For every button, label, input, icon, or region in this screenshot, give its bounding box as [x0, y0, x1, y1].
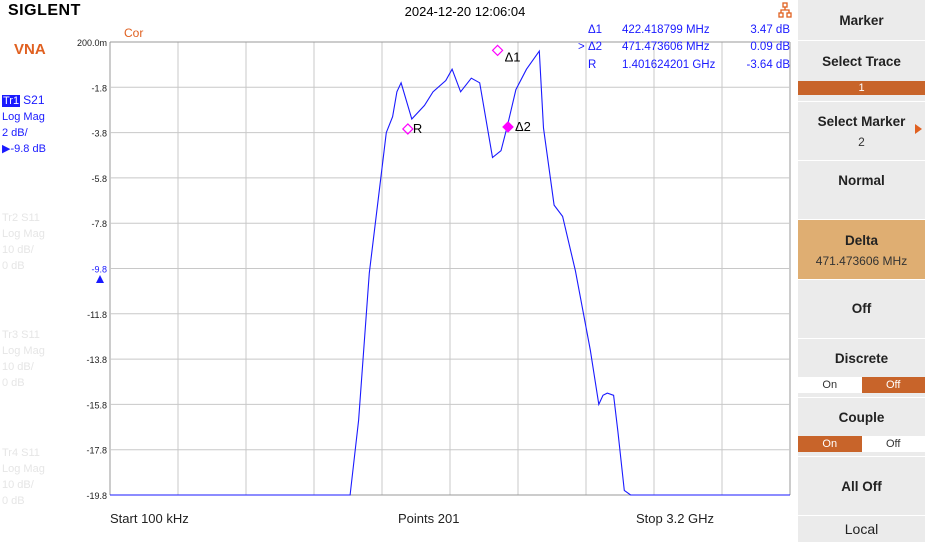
marker-row-d2-value: 0.09 dB — [750, 41, 790, 53]
plot-markers: R Δ1 Δ2 — [401, 44, 531, 136]
off-label: Off — [851, 301, 872, 316]
delta-label: Delta — [844, 233, 878, 248]
couple-label: Couple — [838, 410, 885, 425]
trace-3-ref: 0 dB — [2, 377, 25, 389]
y-tick-label: -13.8 — [86, 355, 107, 365]
off-button[interactable]: Off — [798, 280, 925, 339]
select-marker-button[interactable]: Select Marker 2 — [798, 102, 925, 161]
marker-row-r[interactable]: R 1.401624201 GHz -3.64 dB — [560, 59, 796, 75]
plot-grid — [109, 41, 791, 496]
y-tick-label: -15.8 — [86, 400, 107, 410]
local-button[interactable]: Local — [798, 516, 925, 542]
trace-1-line — [110, 49, 790, 496]
trace-1-format: Log Mag — [2, 111, 45, 123]
marker-row-r-value: -3.64 dB — [746, 59, 790, 71]
marker-row-r-freq: 1.401624201 GHz — [622, 59, 716, 71]
select-marker-value: 2 — [858, 135, 865, 149]
trace-3-info[interactable]: Tr3 S11 Log Mag 10 dB/ 0 dB — [2, 327, 45, 391]
marker-r-diamond — [401, 123, 414, 135]
marker-row-d1-freq: 422.418799 MHz — [622, 24, 710, 36]
delta-button[interactable]: Delta 471.473606 MHz — [798, 220, 925, 280]
trace-4-scale: 10 dB/ — [2, 479, 34, 491]
y-tick-label: 200.0m — [77, 38, 107, 48]
discrete-on-option[interactable]: On — [798, 377, 862, 393]
discrete-off-option[interactable]: Off — [861, 377, 925, 393]
discrete-label: Discrete — [834, 351, 889, 366]
trace-4-param: S11 — [21, 447, 40, 459]
mode-label: VNA — [14, 41, 46, 58]
marker-row-r-name: R — [588, 59, 597, 71]
trace-1-param: S21 — [23, 93, 45, 107]
couple-off-option[interactable]: Off — [861, 436, 925, 452]
chevron-right-icon — [915, 124, 922, 134]
correction-label: Cor — [124, 26, 144, 40]
couple-toggle[interactable]: On Off — [798, 436, 925, 452]
trace-1-ref: ▶-9.8 dB — [2, 143, 46, 155]
trace-3-format: Log Mag — [2, 345, 45, 357]
y-tick-label: -19.8 — [86, 491, 107, 501]
y-tick-label: -3.8 — [91, 129, 107, 139]
stop-frequency[interactable]: Stop 3.2 GHz — [636, 511, 715, 526]
marker-row-d2-prefix: > — [578, 41, 585, 53]
trace-2-param: S11 — [21, 212, 40, 224]
trace-4-info[interactable]: Tr4 S11 Log Mag 10 dB/ 0 dB — [2, 445, 45, 509]
select-marker-label: Select Marker — [817, 114, 906, 129]
marker-row-d1-value: 3.47 dB — [750, 24, 790, 36]
couple-on-option[interactable]: On — [798, 436, 862, 452]
trace-2-format: Log Mag — [2, 228, 45, 240]
marker-d1-diamond — [491, 44, 504, 57]
y-tick-label: -5.8 — [91, 174, 107, 184]
all-off-label: All Off — [841, 479, 882, 494]
y-tick-label: -1.8 — [91, 83, 107, 93]
y-tick-label: -7.8 — [91, 219, 107, 229]
trace-3-scale: 10 dB/ — [2, 361, 34, 373]
reference-level-arrow-icon[interactable] — [96, 275, 104, 283]
marker-d2-label: Δ2 — [515, 119, 531, 134]
trace-4-ref: 0 dB — [2, 495, 25, 507]
trace-4-badge: Tr4 — [2, 447, 19, 459]
all-off-button[interactable]: All Off — [798, 457, 925, 516]
marker-row-d2-freq: 471.473606 MHz — [622, 41, 710, 53]
trace-1-info[interactable]: Tr1 S21 Log Mag 2 dB/ ▶-9.8 dB — [2, 92, 46, 157]
trace-3-badge: Tr3 — [2, 329, 19, 341]
marker-d2-diamond — [502, 121, 514, 133]
discrete-toggle[interactable]: On Off — [798, 377, 925, 393]
y-tick-label: -11.8 — [87, 310, 107, 320]
trace-plot[interactable]: 200.0m -1.8 -3.8 -5.8 -7.8 -9.8 -11.8 -13.8 -15.… — [0, 0, 798, 510]
delta-value: 471.473606 MHz — [815, 254, 908, 268]
datetime-display: 2024-12-20 12:06:04 — [404, 4, 526, 19]
start-frequency[interactable]: Start 100 kHz — [110, 511, 189, 526]
normal-label: Normal — [838, 173, 885, 188]
y-tick-label: -9.8 — [91, 265, 107, 275]
trace-2-scale: 10 dB/ — [2, 244, 34, 256]
y-tick-labels: 200.0m -1.8 -3.8 -5.8 -7.8 -9.8 -11.8 -13.8 -15.… — [77, 38, 107, 501]
marker-row-d2[interactable]: > Δ2 471.473606 MHz 0.09 dB — [560, 41, 796, 57]
y-tick-label: -17.8 — [86, 446, 107, 456]
local-label: Local — [844, 521, 879, 537]
trace-2-info[interactable]: Tr2 S11 Log Mag 10 dB/ 0 dB — [2, 210, 45, 274]
marker-d1-label: Δ1 — [505, 49, 521, 64]
trace-4-format: Log Mag — [2, 463, 45, 475]
select-trace-label: Select Trace — [822, 54, 901, 69]
marker-row-d2-name: Δ2 — [588, 41, 603, 53]
trace-3-param: S11 — [21, 329, 40, 341]
trace-1-scale: 2 dB/ — [2, 127, 28, 139]
normal-button[interactable]: Normal — [798, 161, 925, 220]
marker-row-d1-name: Δ1 — [588, 24, 603, 36]
marker-r-label: R — [413, 121, 422, 136]
softkey-menu-title: Marker — [798, 0, 925, 41]
select-trace-value: 1 — [798, 81, 925, 95]
points-count[interactable]: Points 201 — [398, 511, 460, 526]
brand-logo: SIGLENT — [8, 2, 81, 19]
trace-1-badge: Tr1 — [2, 95, 21, 107]
menu-title: Marker — [839, 13, 884, 28]
trace-2-ref: 0 dB — [2, 260, 25, 272]
marker-row-d1[interactable]: Δ1 422.418799 MHz 3.47 dB — [560, 24, 796, 40]
trace-2-badge: Tr2 — [2, 212, 19, 224]
network-icon — [778, 2, 792, 23]
